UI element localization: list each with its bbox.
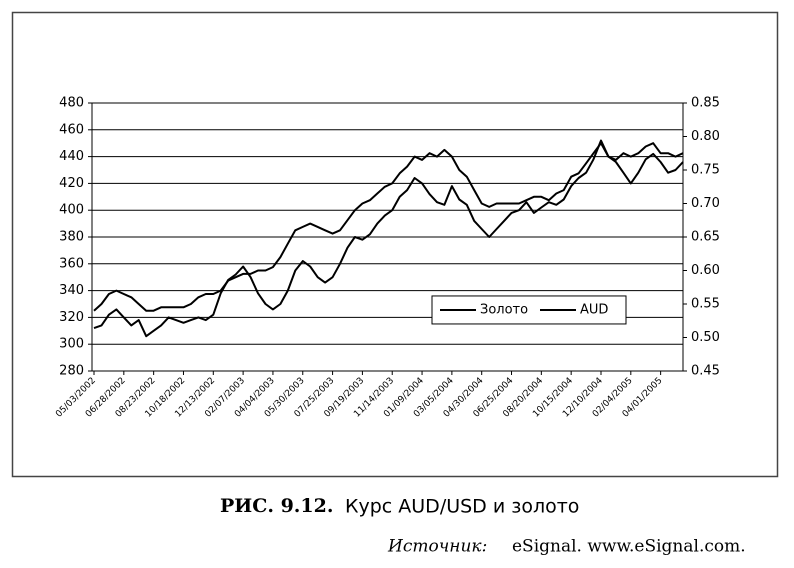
legend-label: Золото bbox=[480, 302, 528, 317]
y-tick-label: 300 bbox=[59, 337, 84, 352]
series-line bbox=[93, 142, 684, 312]
y2-tick-label: 0.45 bbox=[691, 364, 720, 379]
y-tick-label: 320 bbox=[59, 310, 84, 325]
y-tick-label: 460 bbox=[59, 122, 84, 137]
y2-tick-label: 0.65 bbox=[691, 230, 720, 245]
figure-title: Курс AUD/USD и золото bbox=[345, 496, 579, 518]
y-tick-label: 280 bbox=[59, 364, 84, 379]
y2-tick-label: 0.60 bbox=[691, 263, 720, 278]
y2-tick-label: 0.70 bbox=[691, 196, 720, 211]
y-tick-label: 400 bbox=[59, 203, 84, 218]
y-tick-label: 440 bbox=[59, 149, 84, 164]
y-tick-label: 380 bbox=[59, 230, 84, 245]
series-line bbox=[93, 139, 684, 338]
y2-tick-label: 0.80 bbox=[691, 129, 720, 144]
y2-tick-label: 0.75 bbox=[691, 163, 720, 178]
legend-label: AUD bbox=[580, 302, 608, 317]
source-label: Источник: bbox=[387, 537, 487, 557]
y-tick-label: 360 bbox=[59, 256, 84, 271]
y2-tick-label: 0.85 bbox=[691, 96, 720, 111]
y-tick-label: 480 bbox=[59, 96, 84, 111]
frame bbox=[11, 11, 779, 478]
y2-tick-label: 0.55 bbox=[691, 297, 720, 312]
plot: 280 300 320 340 360 380 400 420 440 460 480 0.45 0.5… bbox=[54, 96, 720, 420]
y-tick-label: 340 bbox=[59, 283, 84, 298]
source-text: eSignal. www.eSignal.com. bbox=[512, 537, 746, 557]
figure-number: РИС. 9.12. bbox=[220, 495, 333, 517]
y-tick-label: 420 bbox=[59, 176, 84, 191]
y2-tick-label: 0.50 bbox=[691, 330, 720, 345]
